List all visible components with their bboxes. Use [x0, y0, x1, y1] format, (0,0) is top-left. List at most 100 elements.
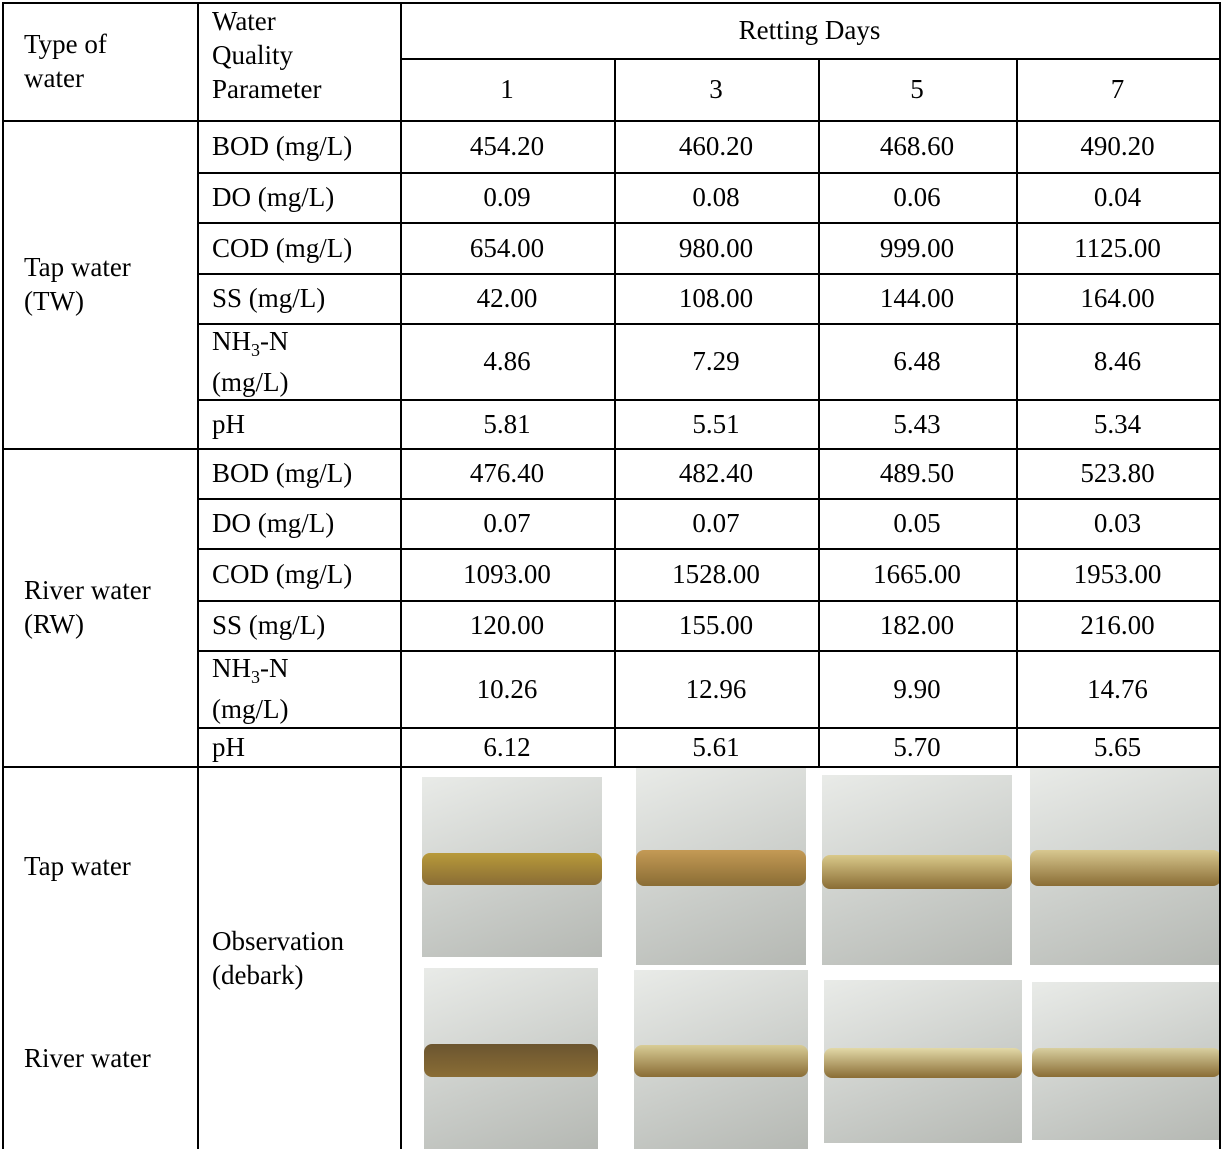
value-cell: 0.07: [614, 498, 818, 548]
value: 654.00: [469, 232, 545, 263]
value-cell: 476.40: [400, 448, 614, 498]
parameter-cell: DO (mg/L): [212, 498, 397, 548]
water-type: River water (RW): [24, 575, 151, 639]
value-cell: 5.43: [818, 399, 1016, 448]
parameter-cell: NH3-N (mg/L): [212, 650, 397, 727]
value: 489.50: [879, 458, 955, 488]
parameter-cell: SS (mg/L): [212, 273, 397, 323]
value-cell: 999.00: [818, 222, 1016, 273]
rule: [197, 548, 1219, 550]
value: 6.48: [893, 346, 941, 376]
value-cell: 0.07: [400, 498, 614, 548]
parameter: COD (mg/L): [212, 232, 353, 263]
stem: [636, 850, 806, 886]
value: 12.96: [685, 673, 747, 704]
photo: [822, 775, 1012, 965]
value-cell: 182.00: [818, 600, 1016, 650]
value-cell: 489.50: [818, 448, 1016, 498]
value-cell: 5.34: [1016, 399, 1219, 448]
value: 0.06: [893, 182, 941, 212]
value-cell: 5.51: [614, 399, 818, 448]
value: 182.00: [879, 610, 955, 640]
parameter-cell: COD (mg/L): [212, 222, 397, 273]
photo: [634, 970, 808, 1149]
rule: [197, 498, 1219, 500]
value: 0.07: [692, 508, 740, 538]
header-cell: 5: [818, 58, 1016, 120]
parameter: DO (mg/L): [212, 508, 335, 538]
header-cell: 1: [400, 58, 614, 120]
value: 476.40: [469, 458, 545, 488]
value: 1093.00: [463, 559, 551, 589]
value-cell: 155.00: [614, 600, 818, 650]
parameter: SS (mg/L): [212, 283, 326, 313]
value-cell: 5.81: [400, 399, 614, 448]
photo: [1032, 982, 1221, 1140]
value-cell: 120.00: [400, 600, 614, 650]
parameter-cell: BOD (mg/L): [212, 448, 397, 498]
value-cell: 1093.00: [400, 548, 614, 600]
value-cell: 4.86: [400, 323, 614, 399]
parameter: BOD (mg/L): [212, 131, 353, 161]
value: 1665.00: [873, 559, 961, 589]
photo: [424, 968, 598, 1149]
value: 0.03: [1093, 508, 1142, 538]
value: 14.76: [1087, 673, 1148, 704]
value: 5.34: [1093, 408, 1142, 439]
value-cell: 6.12: [400, 727, 614, 766]
value-cell: 0.08: [614, 172, 818, 222]
observation-label: Observation (debark): [212, 925, 344, 990]
value: 42.00: [476, 283, 538, 313]
parameter-base: NH: [212, 325, 251, 356]
rule: [2, 766, 1219, 768]
photo: [422, 777, 602, 957]
stem: [822, 854, 1012, 889]
value: 4.86: [483, 346, 531, 376]
day-label: 5: [910, 74, 924, 104]
value: 460.20: [678, 131, 754, 161]
stem: [824, 1048, 1022, 1078]
value: 468.60: [879, 131, 955, 161]
value: 490.20: [1080, 131, 1155, 161]
value-cell: 216.00: [1016, 600, 1219, 650]
value-cell: 1665.00: [818, 548, 1016, 600]
day-label: 1: [500, 74, 514, 104]
value-cell: 5.65: [1016, 727, 1219, 766]
parameter: pH: [212, 408, 245, 439]
group-cell: Tap water (TW): [24, 120, 194, 448]
value-cell: 0.06: [818, 172, 1016, 222]
value-cell: 8.46: [1016, 323, 1219, 399]
rule: [197, 222, 1219, 224]
photo: [1030, 767, 1221, 965]
value-cell: 5.70: [818, 727, 1016, 766]
value-cell: 482.40: [614, 448, 818, 498]
value-cell: 144.00: [818, 273, 1016, 323]
value-cell: 454.20: [400, 120, 614, 172]
value: 454.20: [469, 131, 545, 161]
rule: [818, 58, 820, 766]
observation-water: Tap water: [24, 766, 194, 966]
value-cell: 14.76: [1016, 650, 1219, 727]
parameter-cell: COD (mg/L): [212, 548, 397, 600]
value-cell: 654.00: [400, 222, 614, 273]
rule: [197, 323, 1219, 325]
header-cell: 3: [614, 58, 818, 120]
value: 999.00: [879, 232, 955, 263]
value: 0.07: [483, 508, 531, 538]
rule: [2, 2, 1219, 4]
value-cell: 523.80: [1016, 448, 1219, 498]
rule: [197, 2, 199, 1149]
value: 5.43: [893, 408, 941, 439]
parameter-cell: NH3-N (mg/L): [212, 323, 397, 399]
value: 108.00: [678, 283, 754, 313]
value: 164.00: [1080, 283, 1155, 313]
value: 120.00: [469, 610, 545, 640]
value: 1953.00: [1073, 559, 1162, 589]
water-type: River water: [24, 1042, 151, 1073]
rule: [1219, 2, 1221, 1149]
value: 9.90: [893, 673, 941, 704]
value: 482.40: [678, 458, 754, 488]
value: 523.80: [1080, 458, 1155, 488]
parameter-cell: SS (mg/L): [212, 600, 397, 650]
stem: [1030, 850, 1221, 886]
